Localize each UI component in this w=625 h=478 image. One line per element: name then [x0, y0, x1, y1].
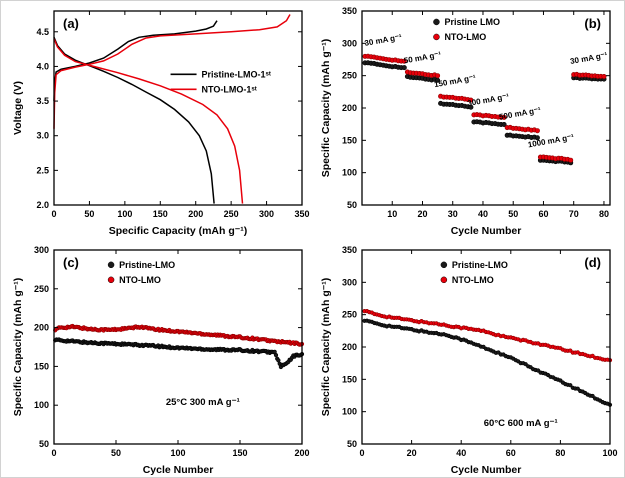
svg-text:30 mA g⁻¹: 30 mA g⁻¹	[569, 51, 608, 66]
svg-text:(d): (d)	[584, 255, 601, 270]
svg-text:Cycle Number: Cycle Number	[143, 464, 214, 476]
svg-text:80: 80	[599, 209, 609, 219]
svg-text:Specific Capacity (mAh g⁻¹): Specific Capacity (mAh g⁻¹)	[320, 278, 332, 417]
svg-text:4.5: 4.5	[36, 27, 49, 37]
svg-text:Cycle Number: Cycle Number	[451, 225, 522, 237]
svg-text:300: 300	[342, 38, 357, 48]
svg-text:50: 50	[84, 209, 94, 219]
svg-text:Pristine-LMO: Pristine-LMO	[452, 260, 508, 270]
svg-text:100: 100	[602, 448, 617, 458]
chart-panel-d-cycling-60c: 0 20 40 60 80 100 50 100 150 200 250 300 350 Cycle Nu…	[320, 245, 618, 476]
svg-text:250: 250	[342, 71, 357, 81]
svg-text:50: 50	[347, 439, 357, 449]
svg-text:60: 60	[506, 448, 516, 458]
svg-text:(a): (a)	[63, 16, 79, 31]
svg-text:20: 20	[417, 209, 427, 219]
svg-text:50 mA g⁻¹: 50 mA g⁻¹	[403, 50, 442, 65]
svg-text:100: 100	[342, 407, 357, 417]
svg-text:2.0: 2.0	[36, 200, 49, 210]
svg-text:200: 200	[34, 323, 49, 333]
svg-text:4.0: 4.0	[36, 61, 49, 71]
svg-text:350: 350	[342, 6, 357, 16]
svg-text:30 mA g⁻¹: 30 mA g⁻¹	[364, 32, 403, 47]
chart-panel-a-first-cycle-voltage-profiles: 0 50 100 150 200 250 300 350 2.0 2.5 3.0 3.5 4.0 4.5 S…	[12, 10, 310, 237]
svg-text:50: 50	[39, 439, 49, 449]
svg-text:300: 300	[34, 245, 49, 255]
svg-text:150: 150	[342, 374, 357, 384]
svg-text:Specific Capacity (mAh g⁻¹): Specific Capacity (mAh g⁻¹)	[320, 39, 332, 178]
svg-text:10: 10	[387, 209, 397, 219]
svg-text:Specific Capacity (mAh g⁻¹): Specific Capacity (mAh g⁻¹)	[109, 225, 248, 237]
svg-text:20: 20	[407, 448, 417, 458]
svg-text:100: 100	[117, 209, 132, 219]
svg-text:200: 200	[342, 103, 357, 113]
svg-text:200: 200	[188, 209, 203, 219]
svg-text:NTO-LMO: NTO-LMO	[444, 32, 486, 42]
svg-text:Pristine-LMO: Pristine-LMO	[119, 260, 175, 270]
svg-text:60: 60	[538, 209, 548, 219]
svg-text:2.5: 2.5	[36, 165, 49, 175]
svg-text:NTO-LMO: NTO-LMO	[452, 275, 494, 285]
svg-text:250: 250	[342, 310, 357, 320]
svg-text:200: 200	[294, 448, 309, 458]
svg-text:(c): (c)	[63, 255, 79, 270]
chart-panel-b-rate-capability: 10 20 30 40 50 60 70 80 50 100 150 200 250 300 350 Cycl…	[320, 6, 611, 237]
svg-text:Pristine-LMO-1ˢᵗ: Pristine-LMO-1ˢᵗ	[202, 69, 271, 79]
svg-text:300: 300	[259, 209, 274, 219]
svg-text:Voltage (V): Voltage (V)	[12, 81, 24, 135]
svg-text:Pristine LMO: Pristine LMO	[444, 17, 500, 27]
svg-text:250: 250	[224, 209, 239, 219]
svg-text:30: 30	[448, 209, 458, 219]
svg-text:300: 300	[342, 277, 357, 287]
svg-text:60°C 600 mA g⁻¹: 60°C 600 mA g⁻¹	[484, 418, 558, 429]
svg-text:100: 100	[34, 400, 49, 410]
svg-text:Specific Capacity (mAh g⁻¹): Specific Capacity (mAh g⁻¹)	[12, 278, 24, 417]
svg-text:50: 50	[347, 200, 357, 210]
svg-text:50: 50	[111, 448, 121, 458]
svg-text:NTO-LMO: NTO-LMO	[119, 275, 161, 285]
svg-text:500 mA g⁻¹: 500 mA g⁻¹	[498, 105, 541, 121]
svg-text:350: 350	[342, 245, 357, 255]
svg-text:50: 50	[508, 209, 518, 219]
svg-text:40: 40	[478, 209, 488, 219]
svg-text:40: 40	[456, 448, 466, 458]
svg-text:(b): (b)	[584, 16, 601, 31]
svg-text:150: 150	[153, 209, 168, 219]
svg-text:NTO-LMO-1ˢᵗ: NTO-LMO-1ˢᵗ	[202, 84, 257, 94]
svg-text:80: 80	[555, 448, 565, 458]
svg-text:350: 350	[294, 209, 309, 219]
svg-text:3.0: 3.0	[36, 131, 49, 141]
svg-text:100: 100	[170, 448, 185, 458]
svg-text:0: 0	[51, 448, 56, 458]
svg-text:25°C 300 mA g⁻¹: 25°C 300 mA g⁻¹	[166, 397, 240, 408]
svg-text:200: 200	[342, 342, 357, 352]
svg-text:0: 0	[359, 448, 364, 458]
svg-text:3.5: 3.5	[36, 96, 49, 106]
svg-text:300 mA g⁻¹: 300 mA g⁻¹	[467, 92, 510, 108]
svg-text:100: 100	[342, 168, 357, 178]
svg-text:150: 150	[34, 361, 49, 371]
svg-text:0: 0	[51, 209, 56, 219]
svg-text:Cycle Number: Cycle Number	[451, 464, 522, 476]
svg-text:70: 70	[569, 209, 579, 219]
svg-text:150: 150	[232, 448, 247, 458]
svg-text:250: 250	[34, 284, 49, 294]
svg-text:150: 150	[342, 135, 357, 145]
